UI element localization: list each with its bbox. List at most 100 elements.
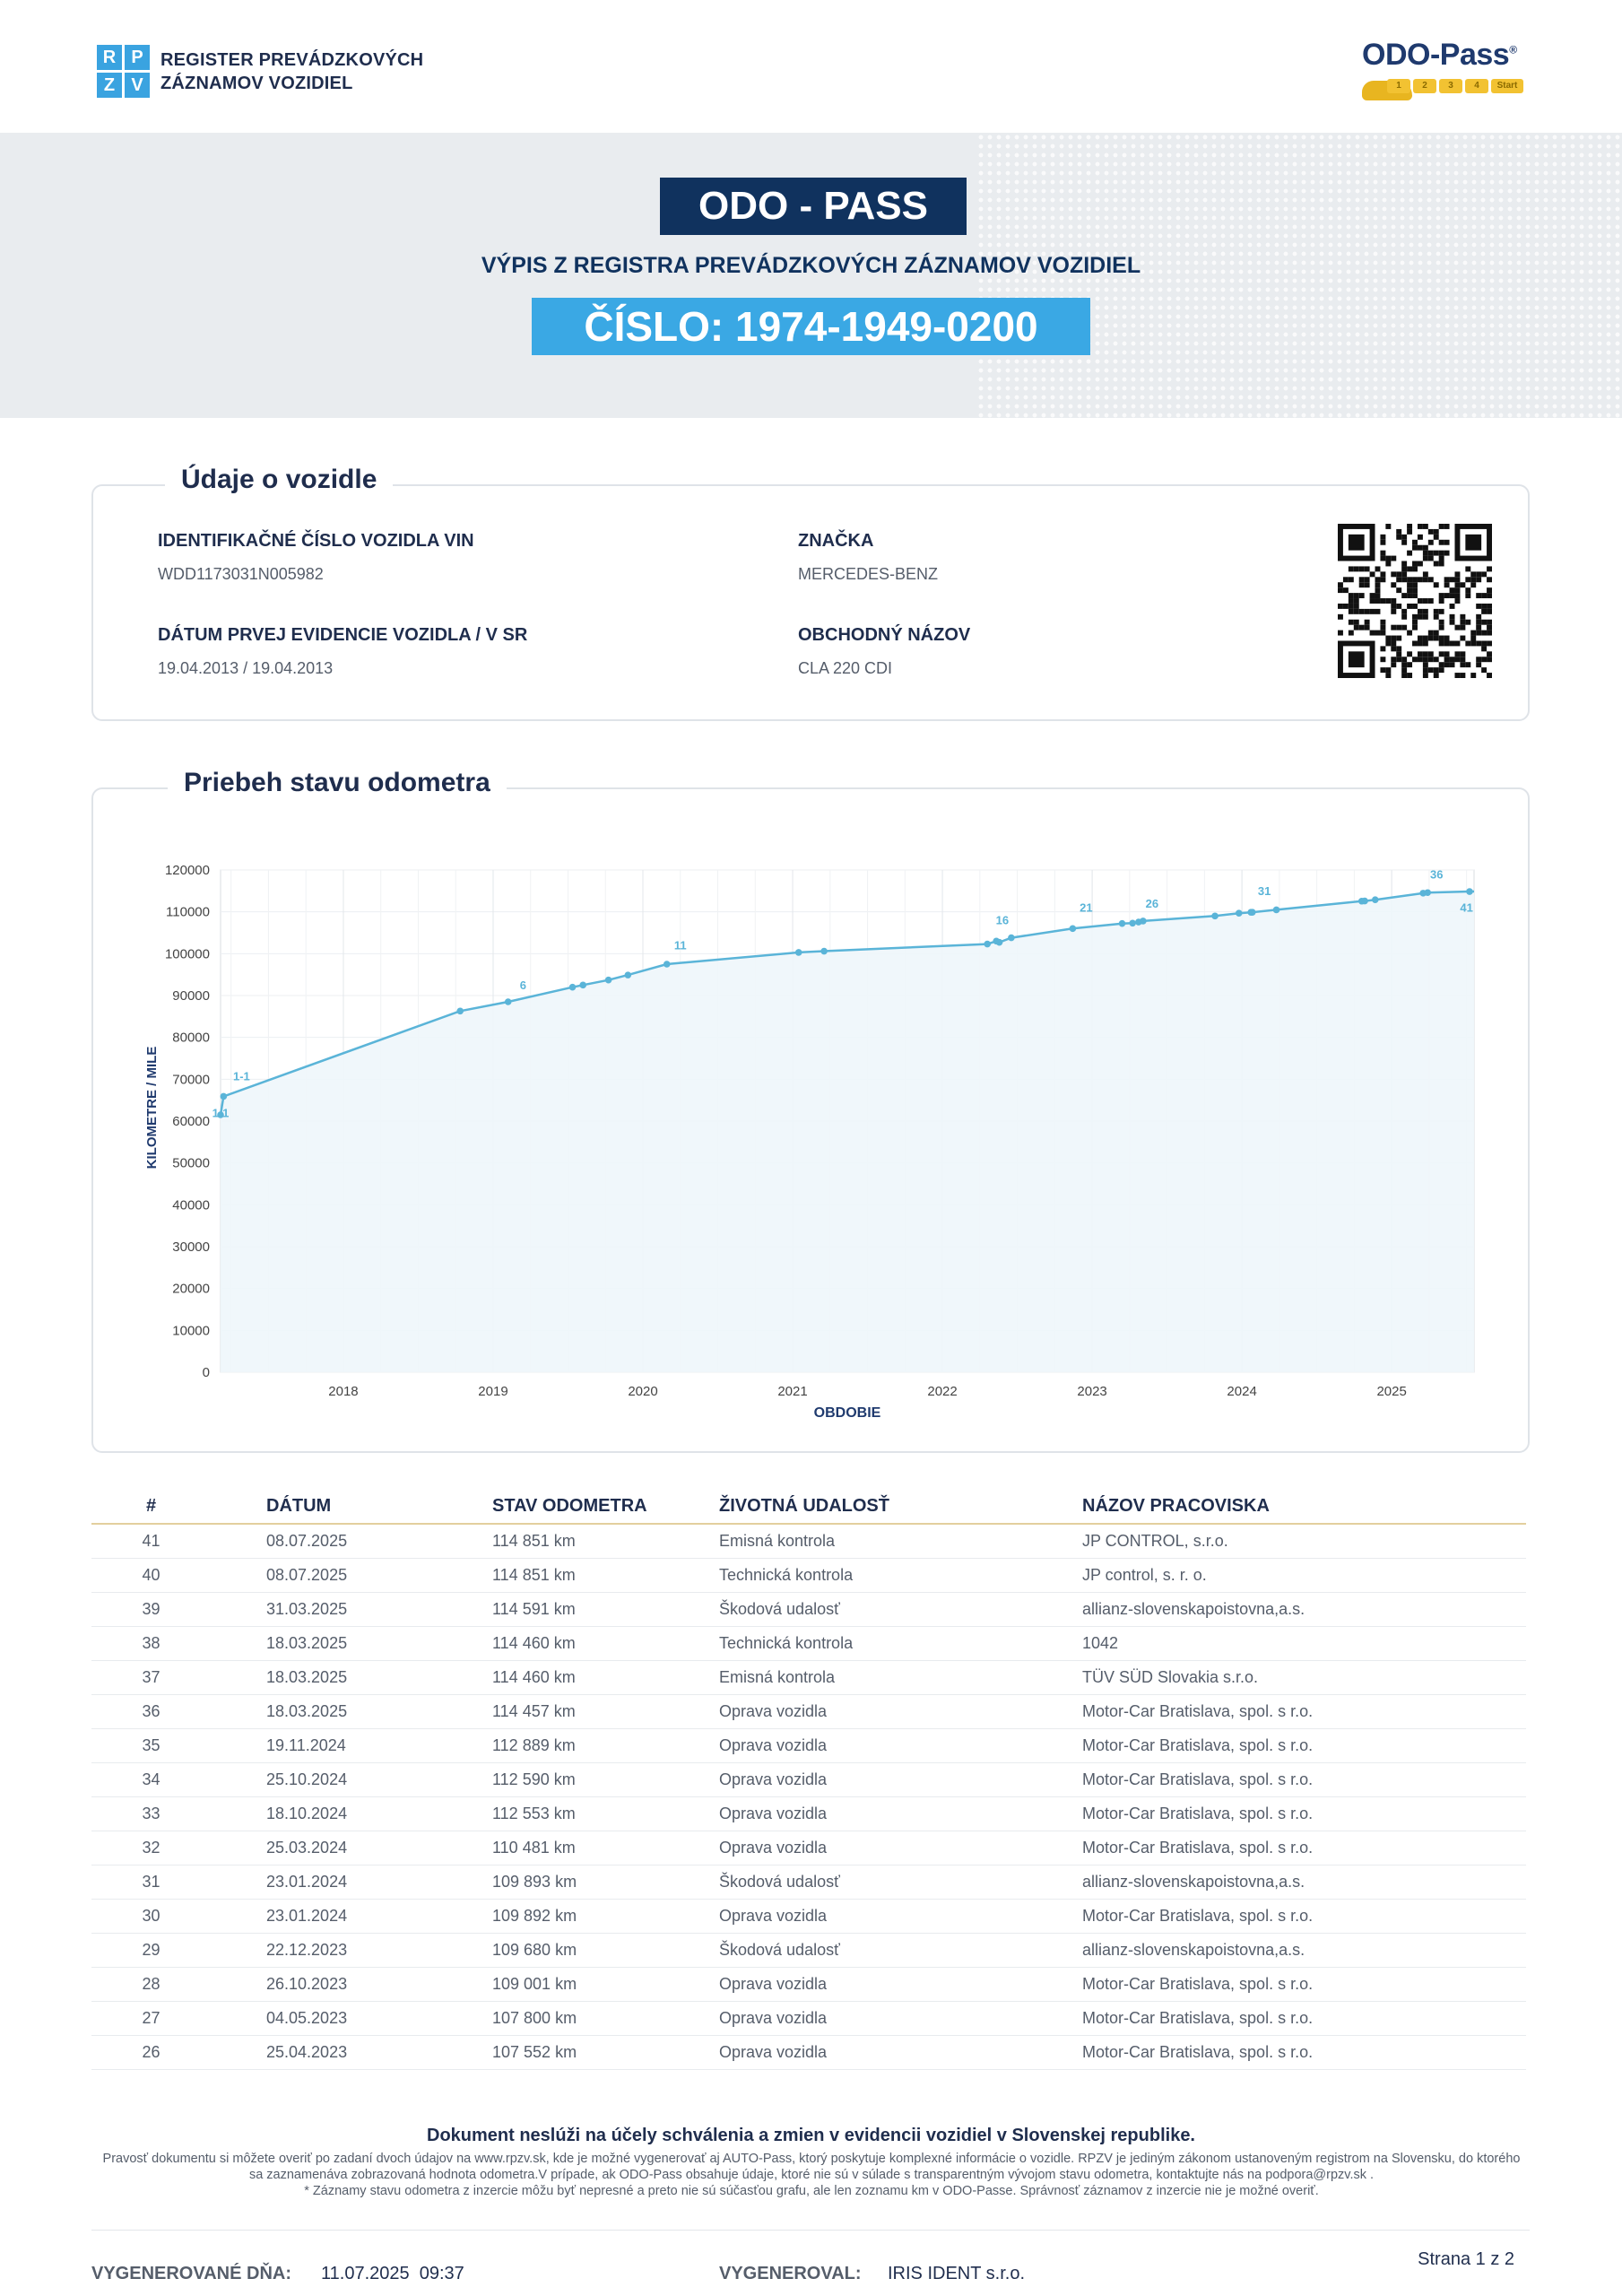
chart-point	[1140, 918, 1147, 925]
row-date: 31.03.2025	[266, 1600, 348, 1618]
generated-by-value: IRIS IDENT s.r.o.	[888, 2264, 1025, 2283]
chart-area-fill	[221, 891, 1474, 1372]
qr-code	[1338, 524, 1492, 678]
row-number: 39	[142, 1600, 160, 1618]
row-odometer: 107 552 km	[492, 2043, 577, 2061]
x-tick-label: 2023	[1077, 1384, 1106, 1399]
row-odometer: 109 893 km	[492, 1873, 577, 1891]
row-event: Oprava vozidla	[719, 1770, 828, 1788]
document-subtitle: VÝPIS Z REGISTRA PREVÁDZKOVÝCH ZÁZNAMOV …	[481, 253, 1141, 278]
row-number: 38	[142, 1634, 160, 1652]
chart-point	[624, 971, 632, 978]
x-tick-label: 2025	[1376, 1384, 1406, 1399]
row-date: 25.03.2024	[266, 1839, 348, 1857]
vin-label: IDENTIFIKAČNÉ ČÍSLO VOZIDLA VIN	[158, 531, 474, 551]
chart-point	[1118, 919, 1126, 927]
row-odometer: 114 851 km	[492, 1566, 576, 1584]
row-date: 25.10.2024	[266, 1770, 348, 1788]
table-row: 26 25.04.2023 107 552 km Oprava vozidla Moto…	[91, 2036, 1526, 2070]
document-title: ODO - PASS	[660, 178, 967, 235]
row-workshop: Motor-Car Bratislava, spol. s r.o.	[1082, 2009, 1314, 2027]
y-axis-label: KILOMETRE / MILE	[144, 1047, 160, 1170]
row-date: 25.04.2023	[266, 2043, 348, 2061]
row-workshop: Motor-Car Bratislava, spol. s r.o.	[1082, 1702, 1314, 1720]
chart-point	[579, 981, 587, 989]
table-row: 27 04.05.2023 107 800 km Oprava vozidla Moto…	[91, 2002, 1526, 2036]
chart-annotation: 36	[1430, 867, 1443, 881]
page-number: Strana 1 z 2	[1418, 2249, 1514, 2269]
generated-date-label: VYGENEROVANÉ DŇA:	[91, 2264, 291, 2283]
row-workshop: Motor-Car Bratislava, spol. s r.o.	[1082, 1805, 1314, 1822]
row-odometer: 109 001 km	[492, 1975, 577, 1993]
row-odometer: 112 553 km	[492, 1805, 576, 1822]
chart-annotation: 26	[1146, 897, 1158, 910]
x-tick-label: 2020	[628, 1384, 657, 1399]
x-tick-label: 2022	[927, 1384, 957, 1399]
header-date: DÁTUM	[266, 1495, 332, 1516]
row-event: Oprava vozidla	[719, 1839, 828, 1857]
vin-value: WDD1173031N005982	[158, 565, 324, 583]
row-number: 34	[142, 1770, 160, 1788]
document-number: ČÍSLO: 1974-1949-0200	[532, 298, 1090, 355]
row-event: Škodová udalosť	[719, 1941, 840, 1959]
row-event: Emisná kontrola	[719, 1668, 836, 1686]
row-number: 30	[142, 1907, 160, 1925]
footer-divider	[91, 2230, 1530, 2231]
row-number: 35	[142, 1736, 160, 1754]
world-map-pattern	[976, 133, 1622, 418]
registration-date-label: DÁTUM PRVEJ EVIDENCIE VOZIDLA / V SR	[158, 625, 528, 645]
row-workshop: TÜV SÜD Slovakia s.r.o.	[1082, 1668, 1259, 1686]
table-body: 41 08.07.2025 114 851 km Emisná kontrola JP …	[91, 1525, 1526, 2070]
row-odometer: 112 889 km	[492, 1736, 576, 1754]
x-tick-label: 2024	[1227, 1384, 1256, 1399]
row-date: 18.03.2025	[266, 1634, 348, 1652]
section-title: Údaje o vozidle	[165, 465, 394, 495]
odometer-chart: 0 10000 20000 30000 40000 50000 60000 70000 8000…	[144, 863, 1475, 1421]
registration-date-value: 19.04.2013 / 19.04.2013	[158, 659, 334, 677]
row-event: Oprava vozidla	[719, 1702, 828, 1720]
row-number: 31	[142, 1873, 160, 1891]
row-number: 26	[142, 2043, 160, 2061]
row-workshop: Motor-Car Bratislava, spol. s r.o.	[1082, 1907, 1314, 1925]
chart-point	[1008, 934, 1015, 942]
row-workshop: Motor-Car Bratislava, spol. s r.o.	[1082, 2043, 1314, 2061]
row-odometer: 109 892 km	[492, 1907, 577, 1925]
table-row: 29 22.12.2023 109 680 km Škodová udalosť all…	[91, 1934, 1526, 1968]
y-tick-label: 10000	[172, 1323, 210, 1338]
x-tick-label: 2019	[478, 1384, 507, 1399]
x-axis-label: OBDOBIE	[814, 1405, 881, 1421]
row-event: Oprava vozidla	[719, 1907, 828, 1925]
row-event: Škodová udalosť	[719, 1873, 840, 1891]
rpzv-logo: R P Z V REGISTER PREVÁDZKOVÝCH ZÁZNAMOV …	[97, 45, 423, 98]
x-tick-label: 2021	[777, 1384, 807, 1399]
vehicle-info-section: Údaje o vozidle IDENTIFIKAČNÉ ČÍSLO VOZI…	[91, 465, 1530, 721]
table-row: 33 18.10.2024 112 553 km Oprava vozidla Moto…	[91, 1797, 1526, 1831]
row-odometer: 114 457 km	[492, 1702, 576, 1720]
header-number: #	[145, 1495, 157, 1516]
y-tick-label: 30000	[172, 1239, 210, 1255]
chart-point	[604, 976, 612, 984]
section-title: Priebeh stavu odometra	[168, 768, 507, 798]
table-row: 40 08.07.2025 114 851 km Technická kontrola…	[91, 1559, 1526, 1593]
chart-annotation: 1-1	[233, 1069, 250, 1083]
header-event: ŽIVOTNÁ UDALOSŤ	[719, 1495, 889, 1516]
chart-annotation: 31	[1258, 884, 1271, 898]
row-date: 23.01.2024	[266, 1873, 348, 1891]
row-workshop: allianz-slovenskapoistovna,a.s.	[1082, 1600, 1305, 1618]
chart-annotation: 41	[1460, 901, 1472, 915]
y-tick-label: 100000	[165, 946, 210, 961]
table-row: 34 25.10.2024 112 590 km Oprava vozidla Moto…	[91, 1763, 1526, 1797]
notice-text: Pravosť dokumentu si môžete overiť po za…	[99, 2151, 1524, 2199]
row-event: Emisná kontrola	[719, 1532, 836, 1550]
row-odometer: 110 481 km	[492, 1839, 576, 1857]
rpzv-logo-text: REGISTER PREVÁDZKOVÝCH ZÁZNAMOV VOZIDIEL	[160, 49, 424, 93]
chart-annotation: 21	[1080, 901, 1092, 915]
y-tick-label: 60000	[172, 1114, 210, 1129]
row-number: 36	[142, 1702, 160, 1720]
table-row: 35 19.11.2024 112 889 km Oprava vozidla Moto…	[91, 1729, 1526, 1763]
row-number: 41	[142, 1532, 160, 1550]
chart-point	[1235, 909, 1243, 917]
chart-point	[984, 940, 991, 948]
row-number: 37	[142, 1668, 160, 1686]
row-date: 19.11.2024	[266, 1736, 346, 1754]
